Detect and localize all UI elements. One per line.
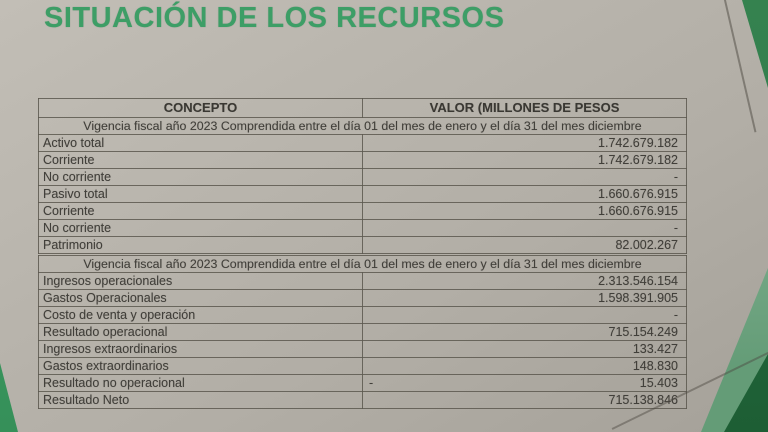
fiscal-period-caption: Vigencia fiscal año 2023 Comprendida ent… bbox=[37, 255, 688, 273]
row-label: Ingresos extraordinarios bbox=[38, 340, 363, 358]
table-row: Ingresos extraordinarios 133.427 bbox=[38, 340, 688, 358]
row-label: Ingresos operacionales bbox=[38, 272, 363, 290]
fiscal-period-caption: Vigencia fiscal año 2023 Comprendida ent… bbox=[38, 117, 687, 135]
slide-title: SITUACIÓN DE LOS RECURSOS bbox=[44, 2, 505, 34]
row-label: Costo de venta y operación bbox=[38, 306, 363, 324]
row-label: Gastos extraordinarios bbox=[38, 357, 363, 375]
table-row: Pasivo total 1.660.676.915 bbox=[38, 185, 687, 203]
table-header-row: CONCEPTO VALOR (MILLONES DE PESOS bbox=[38, 98, 687, 118]
row-value: - bbox=[362, 168, 687, 186]
row-value: 715.154.249 bbox=[361, 323, 688, 341]
row-label: Corriente bbox=[38, 202, 363, 220]
row-label: Gastos Operacionales bbox=[38, 289, 363, 307]
row-value: 1.660.676.915 bbox=[362, 185, 687, 203]
table-row: Resultado Neto 715.138.846 bbox=[38, 391, 688, 409]
fiscal-period-row: Vigencia fiscal año 2023 Comprendida ent… bbox=[37, 255, 688, 273]
table-row: Corriente 1.660.676.915 bbox=[38, 202, 687, 220]
row-label: No corriente bbox=[38, 219, 363, 237]
row-label: Resultado operacional bbox=[38, 323, 363, 341]
table-row: Costo de venta y operación - bbox=[38, 306, 688, 324]
table-row: Ingresos operacionales 2.313.546.154 bbox=[38, 272, 688, 290]
row-value: 148.830 bbox=[361, 357, 688, 375]
negative-sign: - bbox=[369, 376, 374, 390]
row-value: 1.598.391.905 bbox=[361, 289, 688, 307]
table-row: Gastos extraordinarios 148.830 bbox=[38, 357, 688, 375]
table-row: No corriente - bbox=[38, 168, 687, 186]
row-value: 133.427 bbox=[361, 340, 688, 358]
screen-edge-line-top bbox=[723, 0, 756, 133]
table-row: Patrimonio 82.002.267 bbox=[38, 236, 687, 254]
balance-sheet-table: CONCEPTO VALOR (MILLONES DE PESOS Vigenc… bbox=[38, 98, 687, 254]
table-row: Resultado no operacional - 15.403 bbox=[38, 374, 688, 392]
value-column-header: VALOR (MILLONES DE PESOS bbox=[362, 98, 687, 118]
row-value: 2.313.546.154 bbox=[361, 272, 688, 290]
row-label: Pasivo total bbox=[38, 185, 363, 203]
row-label: Resultado no operacional bbox=[38, 374, 363, 392]
row-label: Patrimonio bbox=[38, 236, 363, 254]
row-value: - bbox=[362, 219, 687, 237]
row-label: Resultado Neto bbox=[38, 391, 363, 409]
row-value: 1.660.676.915 bbox=[362, 202, 687, 220]
row-value-number: 15.403 bbox=[639, 376, 679, 390]
row-label: Activo total bbox=[38, 134, 363, 152]
row-value: 715.138.846 bbox=[361, 391, 688, 409]
table-row: Activo total 1.742.679.182 bbox=[38, 134, 687, 152]
income-statement-table: Vigencia fiscal año 2023 Comprendida ent… bbox=[37, 255, 688, 409]
row-value: 1.742.679.182 bbox=[362, 134, 687, 152]
row-value: - bbox=[361, 306, 688, 324]
table-row: Corriente 1.742.679.182 bbox=[38, 151, 687, 169]
fiscal-period-row: Vigencia fiscal año 2023 Comprendida ent… bbox=[38, 117, 687, 135]
row-value: 1.742.679.182 bbox=[362, 151, 687, 169]
table-row: Resultado operacional 715.154.249 bbox=[38, 323, 688, 341]
row-value: - 15.403 bbox=[361, 374, 688, 392]
table-row: Gastos Operacionales 1.598.391.905 bbox=[38, 289, 688, 307]
row-label: Corriente bbox=[38, 151, 363, 169]
concept-column-header: CONCEPTO bbox=[38, 98, 363, 118]
table-row: No corriente - bbox=[38, 219, 687, 237]
row-label: No corriente bbox=[38, 168, 363, 186]
row-value: 82.002.267 bbox=[362, 236, 687, 254]
